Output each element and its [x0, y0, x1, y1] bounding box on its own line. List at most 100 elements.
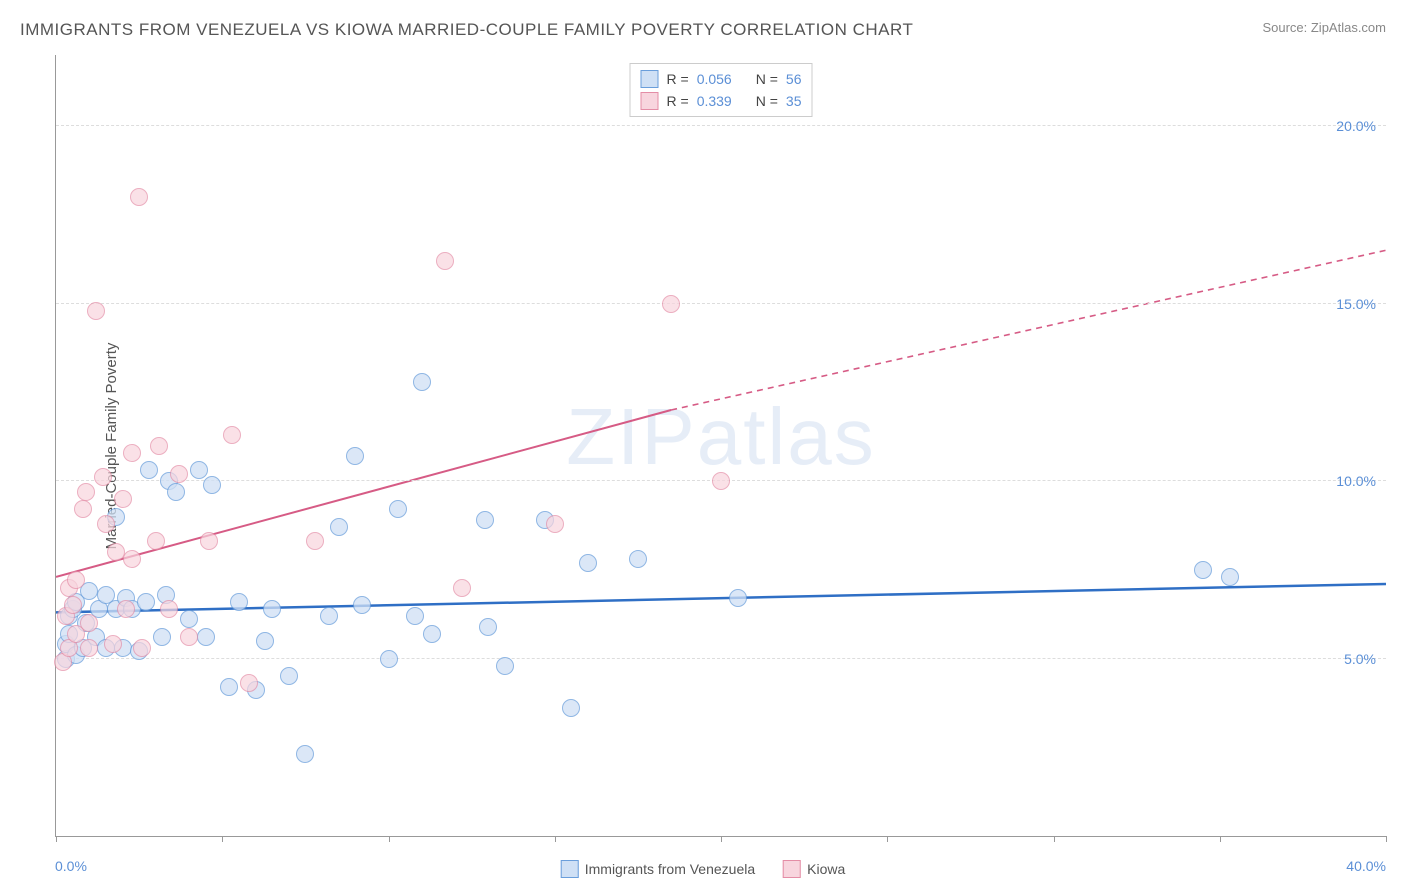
data-point [629, 550, 647, 568]
legend-stats-row-1: R = 0.056 N = 56 [641, 68, 802, 90]
data-point [306, 532, 324, 550]
data-point [180, 628, 198, 646]
data-point [389, 500, 407, 518]
x-tick [1220, 836, 1221, 842]
r-value-2: 0.339 [697, 90, 732, 112]
data-point [77, 483, 95, 501]
r-label-2: R = [667, 90, 689, 112]
data-point [220, 678, 238, 696]
data-point [496, 657, 514, 675]
data-point [140, 461, 158, 479]
x-tick [555, 836, 556, 842]
legend-bottom-swatch-1 [561, 860, 579, 878]
data-point [240, 674, 258, 692]
data-point [153, 628, 171, 646]
trend-lines-overlay [56, 55, 1386, 836]
data-point [662, 295, 680, 313]
legend-stats-row-2: R = 0.339 N = 35 [641, 90, 802, 112]
data-point [280, 667, 298, 685]
data-point [197, 628, 215, 646]
data-point [107, 543, 125, 561]
data-point [170, 465, 188, 483]
data-point [180, 610, 198, 628]
data-point [453, 579, 471, 597]
chart-title: IMMIGRANTS FROM VENEZUELA VS KIOWA MARRI… [20, 20, 913, 40]
data-point [353, 596, 371, 614]
data-point [406, 607, 424, 625]
legend-series-name-2: Kiowa [807, 861, 845, 877]
data-point [476, 511, 494, 529]
gridline [56, 125, 1386, 126]
data-point [94, 468, 112, 486]
chart-container: IMMIGRANTS FROM VENEZUELA VS KIOWA MARRI… [0, 0, 1406, 892]
n-label-2: N = [756, 90, 778, 112]
data-point [712, 472, 730, 490]
data-point [320, 607, 338, 625]
data-point [150, 437, 168, 455]
data-point [330, 518, 348, 536]
data-point [729, 589, 747, 607]
data-point [436, 252, 454, 270]
data-point [562, 699, 580, 717]
y-tick-label: 10.0% [1336, 473, 1376, 489]
r-label-1: R = [667, 68, 689, 90]
n-value-1: 56 [786, 68, 802, 90]
data-point [137, 593, 155, 611]
data-point [256, 632, 274, 650]
gridline [56, 658, 1386, 659]
data-point [423, 625, 441, 643]
data-point [1194, 561, 1212, 579]
n-label-1: N = [756, 68, 778, 90]
data-point [546, 515, 564, 533]
data-point [479, 618, 497, 636]
data-point [80, 614, 98, 632]
data-point [123, 550, 141, 568]
y-tick-label: 15.0% [1336, 296, 1376, 312]
data-point [203, 476, 221, 494]
source-value: ZipAtlas.com [1311, 20, 1386, 35]
source-label: Source: [1262, 20, 1310, 35]
x-axis-max-label: 40.0% [1346, 858, 1386, 874]
data-point [230, 593, 248, 611]
x-tick [887, 836, 888, 842]
legend-bottom-swatch-2 [783, 860, 801, 878]
data-point [130, 188, 148, 206]
data-point [296, 745, 314, 763]
data-point [117, 600, 135, 618]
legend-swatch-series-1 [641, 70, 659, 88]
legend-series-item-2: Kiowa [783, 860, 845, 878]
watermark-text: ZIPatlas [566, 390, 875, 482]
data-point [147, 532, 165, 550]
data-point [167, 483, 185, 501]
n-value-2: 35 [786, 90, 802, 112]
data-point [97, 515, 115, 533]
r-value-1: 0.056 [697, 68, 732, 90]
data-point [133, 639, 151, 657]
data-point [579, 554, 597, 572]
x-tick [56, 836, 57, 842]
x-tick [1386, 836, 1387, 842]
data-point [263, 600, 281, 618]
data-point [1221, 568, 1239, 586]
data-point [223, 426, 241, 444]
data-point [160, 600, 178, 618]
y-tick-label: 20.0% [1336, 118, 1376, 134]
legend-swatch-series-2 [641, 92, 659, 110]
x-tick [389, 836, 390, 842]
data-point [380, 650, 398, 668]
data-point [74, 500, 92, 518]
x-axis-min-label: 0.0% [55, 858, 87, 874]
data-point [190, 461, 208, 479]
data-point [67, 571, 85, 589]
data-point [346, 447, 364, 465]
legend-series-item-1: Immigrants from Venezuela [561, 860, 755, 878]
data-point [413, 373, 431, 391]
data-point [114, 490, 132, 508]
data-point [200, 532, 218, 550]
legend-series-box: Immigrants from Venezuela Kiowa [561, 860, 846, 878]
x-tick [721, 836, 722, 842]
data-point [104, 635, 122, 653]
legend-stats-box: R = 0.056 N = 56 R = 0.339 N = 35 [630, 63, 813, 117]
plot-area: ZIPatlas R = 0.056 N = 56 R = 0.339 N = … [55, 55, 1386, 837]
data-point [123, 444, 141, 462]
